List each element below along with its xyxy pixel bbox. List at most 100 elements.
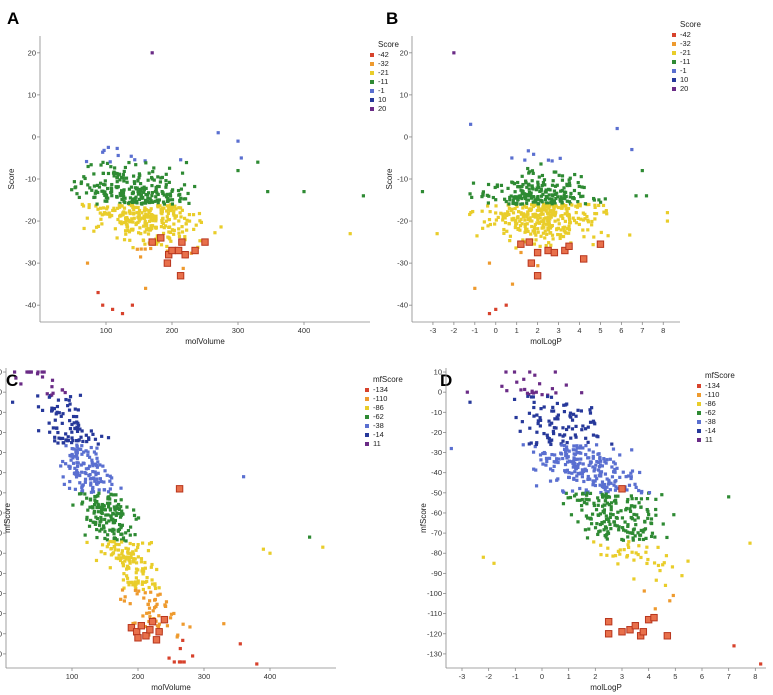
data-point [123, 559, 127, 563]
data-point [587, 448, 591, 452]
data-point [604, 517, 609, 521]
legend-swatch [365, 442, 369, 446]
data-point [530, 169, 535, 173]
data-point [525, 198, 529, 202]
data-point [593, 479, 597, 483]
data-point [550, 197, 554, 202]
data-point [626, 474, 631, 478]
data-point [492, 561, 496, 565]
data-point [95, 527, 99, 532]
data-point [108, 497, 112, 501]
data-point [503, 216, 507, 220]
data-point [541, 212, 545, 216]
data-point [85, 515, 89, 519]
data-point [496, 215, 500, 220]
data-point [194, 223, 198, 227]
x-axis-label: molVolume [185, 337, 225, 346]
data-point [549, 215, 553, 219]
data-point [158, 592, 162, 596]
data-point [541, 231, 545, 235]
data-point [732, 644, 736, 648]
data-point [631, 528, 636, 532]
data-point [552, 170, 556, 174]
data-point [130, 200, 135, 205]
y-tick-label: -80 [0, 549, 2, 558]
data-point [525, 391, 530, 395]
legend-swatch [365, 415, 369, 419]
data-point [134, 222, 138, 227]
data-point [99, 515, 103, 520]
data-point [616, 562, 620, 566]
data-point [82, 461, 86, 466]
data-point [101, 507, 105, 511]
legend-entry: -86 [373, 403, 384, 412]
data-point [157, 198, 161, 202]
data-point [565, 210, 569, 214]
data-point [515, 201, 519, 205]
data-point [179, 158, 183, 162]
data-point [512, 201, 516, 206]
data-point [84, 159, 89, 164]
data-point [150, 562, 154, 567]
data-point [111, 517, 115, 521]
data-point [538, 244, 542, 248]
y-tick-label: -100 [0, 589, 2, 598]
data-point [67, 398, 71, 402]
data-point [150, 226, 154, 231]
data-point [95, 505, 99, 510]
data-point [574, 466, 578, 470]
data-point [123, 196, 127, 200]
data-point [567, 178, 571, 182]
data-point [542, 431, 546, 436]
x-tick-label: 400 [298, 326, 311, 335]
data-point [531, 171, 535, 175]
highlighted-point [175, 485, 184, 493]
data-point [600, 504, 605, 508]
data-point [83, 533, 87, 537]
data-point [620, 537, 624, 542]
data-point [102, 206, 106, 210]
data-point [653, 607, 657, 611]
x-tick-label: 400 [264, 672, 277, 681]
data-point [571, 459, 576, 463]
data-point [543, 451, 547, 456]
highlighted-point [155, 628, 163, 636]
data-point [523, 192, 527, 196]
data-point [564, 403, 568, 407]
data-point [481, 190, 486, 194]
data-point [538, 189, 542, 194]
data-point [92, 229, 96, 233]
data-point [130, 191, 134, 196]
data-point [98, 477, 102, 481]
data-point [103, 552, 107, 556]
data-point [607, 502, 611, 507]
data-point [592, 501, 596, 505]
data-point [105, 473, 109, 477]
data-point [117, 172, 122, 176]
data-point [630, 516, 634, 520]
data-point [560, 443, 564, 447]
data-point [168, 194, 173, 198]
data-point [606, 234, 610, 238]
data-point [61, 475, 65, 479]
data-point [165, 209, 169, 213]
data-point [570, 427, 575, 431]
data-point [236, 139, 240, 143]
data-point [156, 175, 160, 179]
data-point [117, 203, 121, 207]
data-point [84, 449, 88, 453]
data-point [118, 191, 122, 196]
y-tick-label: 10 [0, 368, 2, 377]
data-point [622, 548, 626, 552]
data-point [545, 433, 549, 437]
data-point [626, 543, 630, 547]
legend-entry: 10 [680, 75, 688, 84]
data-point [580, 508, 584, 512]
data-point [537, 208, 541, 212]
data-point [143, 230, 147, 234]
highlighted-point [517, 240, 525, 248]
data-point [494, 211, 498, 215]
data-point [605, 501, 609, 505]
data-point [512, 182, 517, 186]
